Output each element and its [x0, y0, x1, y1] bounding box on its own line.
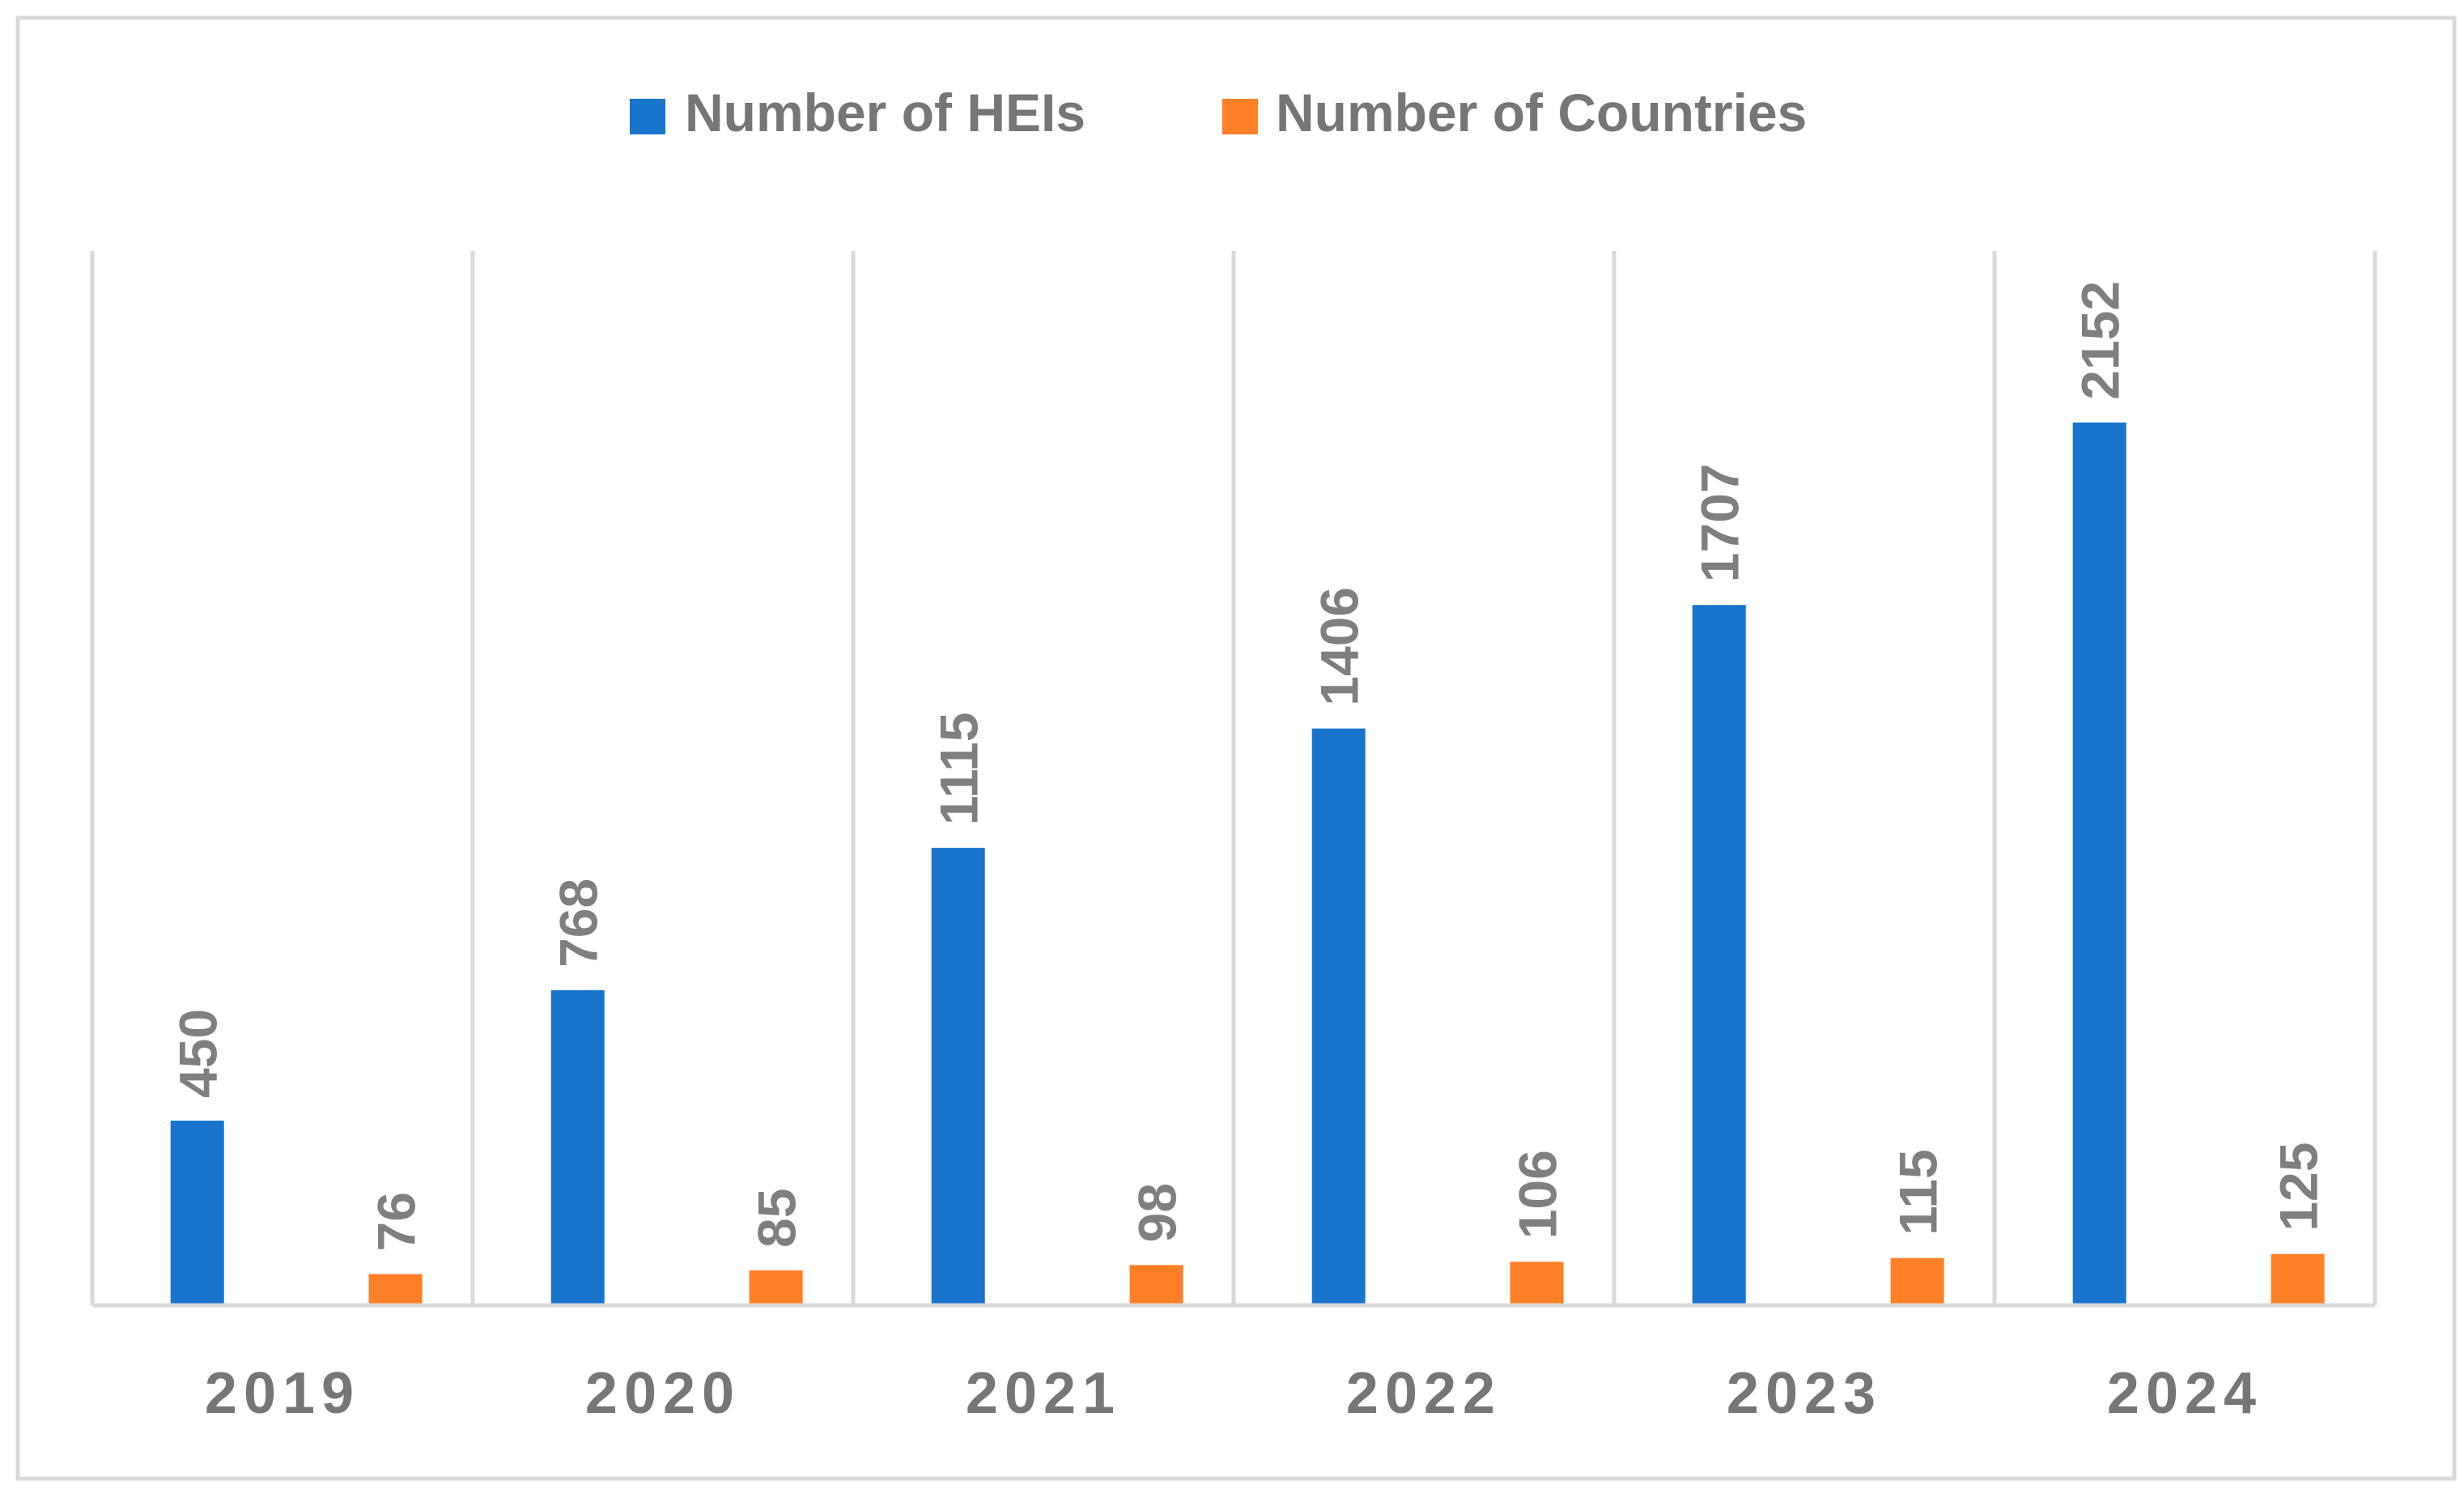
legend: Number of HEIs Number of Countries — [630, 83, 1807, 143]
x-tick-label-2023: 2023 — [1727, 1361, 1882, 1426]
x-tick-label-2020: 2020 — [585, 1361, 741, 1426]
data-label-heis-2024: 2152 — [2071, 281, 2131, 400]
legend-label-number-of-heis: Number of HEIs — [685, 83, 1085, 143]
legend-swatch-number-of-heis — [630, 99, 665, 134]
bar-countries-2021 — [1129, 1265, 1183, 1305]
bar-heis-2022 — [1311, 728, 1366, 1305]
data-label-countries-2023: 115 — [1888, 1149, 1948, 1235]
bar-countries-2019 — [368, 1274, 423, 1305]
bar-heis-2019 — [170, 1121, 224, 1305]
plot-area: 450 76 2019 768 85 2020 1115 98 2021 1406 106 2022 1… — [90, 251, 2377, 1426]
data-label-heis-2022: 1406 — [1310, 587, 1370, 706]
data-label-heis-2021: 1115 — [929, 713, 989, 826]
data-label-heis-2023: 1707 — [1690, 463, 1750, 582]
legend-swatch-number-of-countries — [1222, 99, 1258, 134]
bar-heis-2020 — [550, 989, 605, 1305]
data-label-heis-2020: 768 — [549, 879, 609, 968]
x-tick-label-2019: 2019 — [205, 1361, 360, 1426]
chart-border — [15, 15, 2457, 1481]
bar-countries-2020 — [749, 1270, 803, 1305]
x-tick-label-2024: 2024 — [2107, 1361, 2262, 1426]
bar-heis-2021 — [931, 848, 985, 1305]
data-label-countries-2020: 85 — [747, 1189, 807, 1248]
bar-countries-2023 — [1890, 1257, 1944, 1305]
data-label-heis-2019: 450 — [168, 1009, 228, 1098]
data-label-countries-2022: 106 — [1508, 1150, 1568, 1239]
legend-label-number-of-countries: Number of Countries — [1276, 83, 1807, 143]
data-label-countries-2021: 98 — [1128, 1183, 1187, 1242]
x-tick-label-2022: 2022 — [1346, 1361, 1502, 1426]
bar-heis-2023 — [1692, 605, 1746, 1305]
data-label-countries-2019: 76 — [367, 1192, 427, 1251]
bar-countries-2024 — [2271, 1253, 2325, 1305]
x-tick-label-2021: 2021 — [966, 1361, 1121, 1426]
bar-countries-2022 — [1510, 1262, 1564, 1305]
data-label-countries-2024: 125 — [2269, 1142, 2329, 1232]
bar-heis-2024 — [2072, 422, 2126, 1306]
